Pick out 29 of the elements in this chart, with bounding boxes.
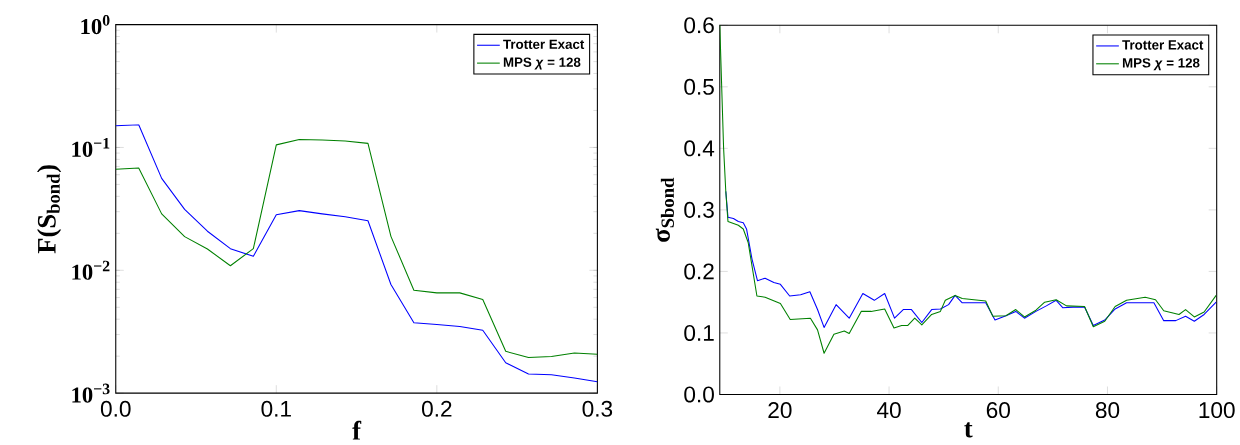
x-tick-label: 0.2 xyxy=(421,400,452,417)
x-tick-label: 0.3 xyxy=(582,400,613,417)
y-tick-label: 0.6 xyxy=(684,17,714,34)
x-axis-title: f xyxy=(352,420,362,440)
y-tick-label: 0.5 xyxy=(684,78,714,95)
y-tick-label: 0.2 xyxy=(684,263,714,280)
legend-label: MPS χ = 128 xyxy=(503,57,581,70)
line-series xyxy=(719,25,1217,354)
y-axis-title: F(S$_{bond}$) xyxy=(37,165,62,254)
y-tick-label: 10$^{0}$ xyxy=(81,15,110,35)
legend-label: Trotter Exact xyxy=(1122,40,1204,50)
y-tick-label: 0.1 xyxy=(684,324,714,341)
x-tick-label: 100 xyxy=(1199,402,1235,419)
x-tick-label: 0.1 xyxy=(261,400,291,417)
x-tick-label: 80 xyxy=(1095,402,1120,419)
y-tick-label: 0.3 xyxy=(684,201,714,218)
x-tick-label: 40 xyxy=(877,402,901,419)
line-series xyxy=(115,124,598,383)
x-axis-title: t xyxy=(964,422,973,438)
x-tick-label: 20 xyxy=(768,402,792,419)
y-axis-title: σ$_{Sbond}$ xyxy=(655,177,674,242)
y-tick-label: 0.4 xyxy=(684,140,715,157)
legend-label: Trotter Exact xyxy=(503,39,585,49)
y-tick-label: 10$^{−1}$ xyxy=(72,137,110,157)
y-tick-label: 10$^{−2}$ xyxy=(72,260,110,280)
line-series xyxy=(115,139,598,359)
x-tick-label: 60 xyxy=(986,402,1010,419)
legend-label: MPS χ = 128 xyxy=(1122,58,1200,71)
y-tick-label: 0.0 xyxy=(684,386,714,403)
